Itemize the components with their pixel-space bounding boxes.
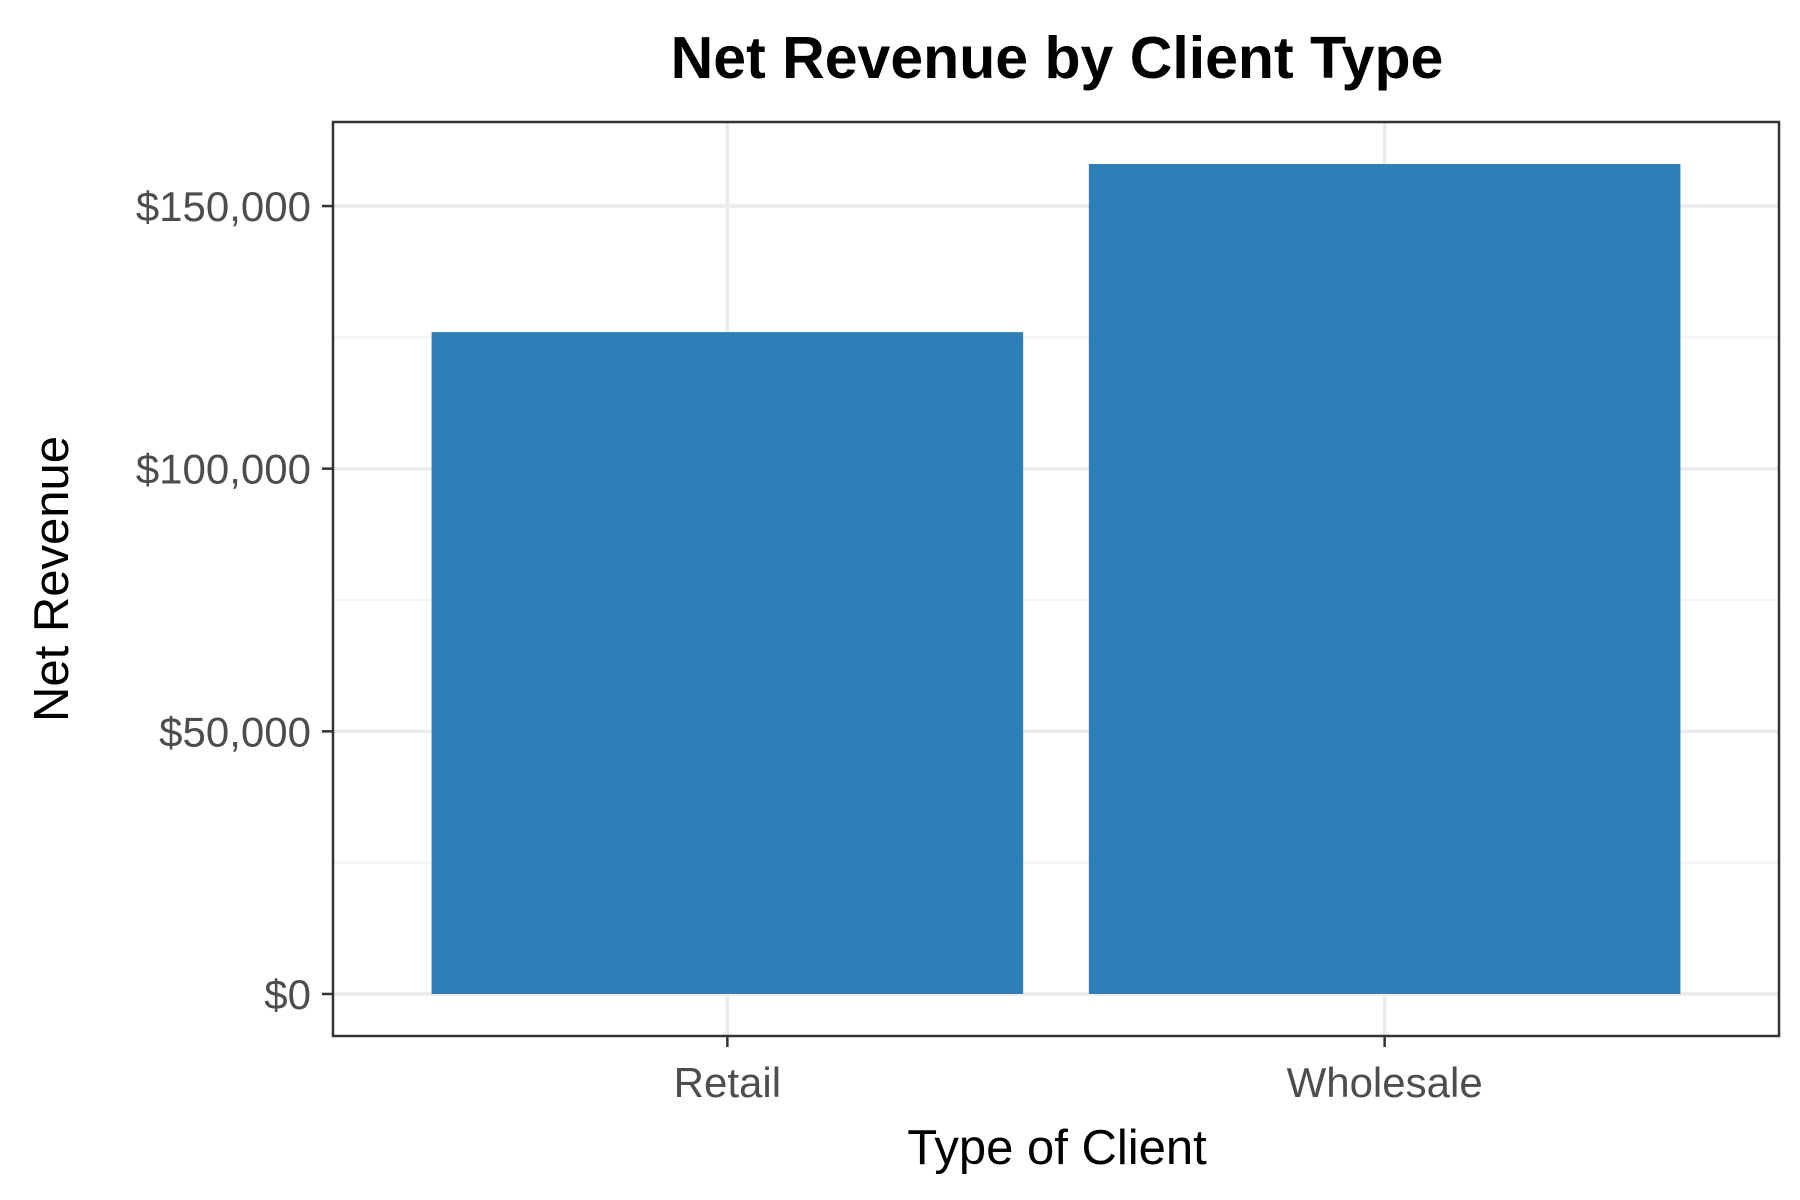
- chart-title: Net Revenue by Client Type: [671, 25, 1444, 91]
- x-axis-title: Type of Client: [907, 1121, 1207, 1175]
- bar-wholesale: [1088, 164, 1681, 994]
- panel-border: [331, 120, 1781, 1038]
- y-tick-label: $150,000: [136, 183, 311, 230]
- bar-retail: [431, 332, 1024, 994]
- bars: [431, 164, 1681, 994]
- y-tick-label: $100,000: [136, 446, 311, 493]
- y-tick-label: $0: [264, 971, 311, 1018]
- y-axis-title: Net Revenue: [25, 436, 79, 722]
- x-axis: Retail Wholesale: [674, 1036, 1483, 1106]
- y-axis: $0 $50,000 $100,000 $150,000: [136, 183, 333, 1018]
- y-tick-label: $50,000: [159, 708, 311, 755]
- x-tick-label: Retail: [674, 1059, 781, 1106]
- x-tick-label: Wholesale: [1287, 1059, 1483, 1106]
